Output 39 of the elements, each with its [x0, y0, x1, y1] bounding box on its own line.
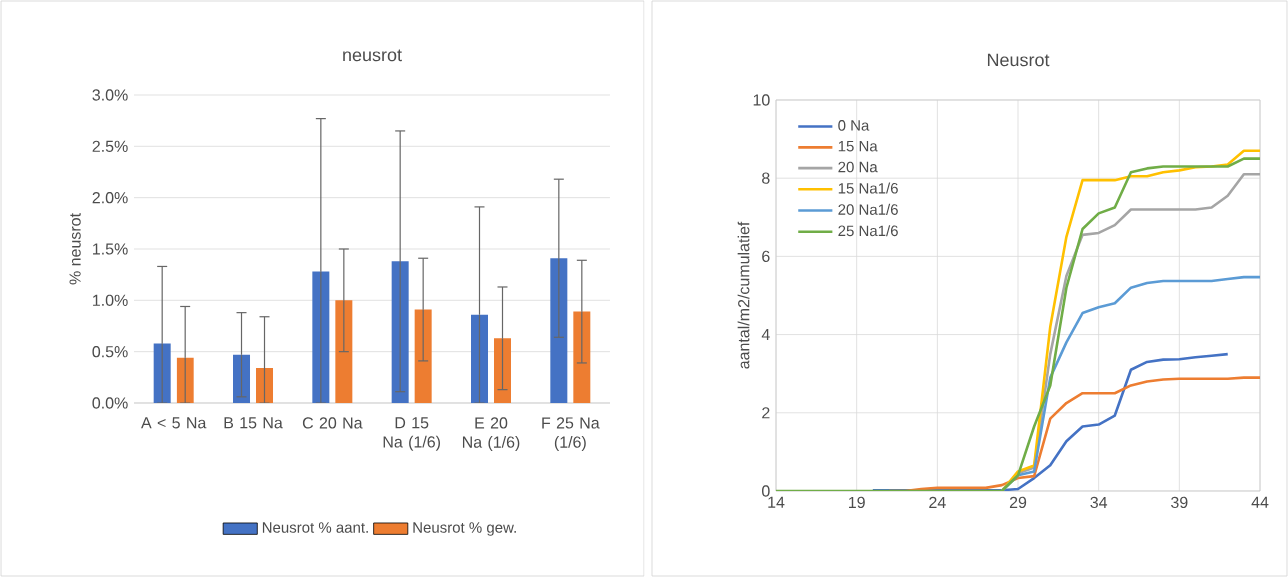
- y-tick-label: 2.5%: [92, 140, 128, 152]
- legend-label: 25 Na1/6: [838, 225, 898, 237]
- y-tick-label: 2: [762, 407, 770, 419]
- legend-label: Neusrot % aant.: [262, 522, 368, 533]
- x-tick-label: 19: [849, 496, 865, 509]
- y-tick-label: 8: [762, 172, 770, 184]
- x-tick-label: 29: [1009, 496, 1027, 509]
- y-tick-label: 1.5%: [93, 243, 128, 255]
- y-tick-label: 10: [753, 94, 770, 106]
- legend-label: 20 Na1/6: [838, 203, 898, 215]
- y-tick-label: 1.0%: [93, 294, 128, 306]
- legend-label: 15 Na: [838, 140, 878, 152]
- x-tick-label: B 15 Na: [224, 417, 283, 429]
- x-tick-label: C 20 Na: [302, 417, 363, 429]
- x-tick-label: 24: [929, 496, 946, 508]
- y-tick-label: 3.0%: [92, 89, 128, 101]
- y-axis-title: aantal/m2/cumulatief: [737, 221, 750, 369]
- x-tick-label: 44: [1251, 496, 1269, 508]
- legend-label: Neusrot % gew.: [413, 522, 516, 536]
- y-tick-label: 6: [762, 250, 770, 263]
- y-tick-label: 2.0%: [92, 192, 128, 204]
- x-tick-label: 14: [768, 496, 785, 508]
- x-tick-label: D 15 Na (1/6): [383, 417, 440, 451]
- y-axis-title: % neusrot: [69, 213, 81, 285]
- legend-label: 0 Na: [838, 120, 870, 131]
- x-tick-label: F 25 Na (1/6): [542, 417, 600, 451]
- chart-title: Neusrot: [987, 53, 1050, 67]
- bar: [335, 300, 353, 403]
- y-tick-label: 0: [762, 485, 770, 497]
- x-tick-label: E 20 Na (1/6): [462, 417, 520, 451]
- y-tick-label: 4: [761, 329, 770, 341]
- y-tick-label: 0.0%: [92, 397, 128, 409]
- y-tick-label: 0.5%: [92, 346, 128, 358]
- legend-label: 15 Na1/6: [838, 182, 898, 194]
- x-tick-label: 39: [1171, 496, 1188, 509]
- x-tick-label: A < 5 Na: [141, 417, 207, 429]
- legend-label: 20 Na: [838, 161, 878, 173]
- chart-title: neusrot: [343, 49, 402, 62]
- x-tick-label: 34: [1090, 496, 1108, 509]
